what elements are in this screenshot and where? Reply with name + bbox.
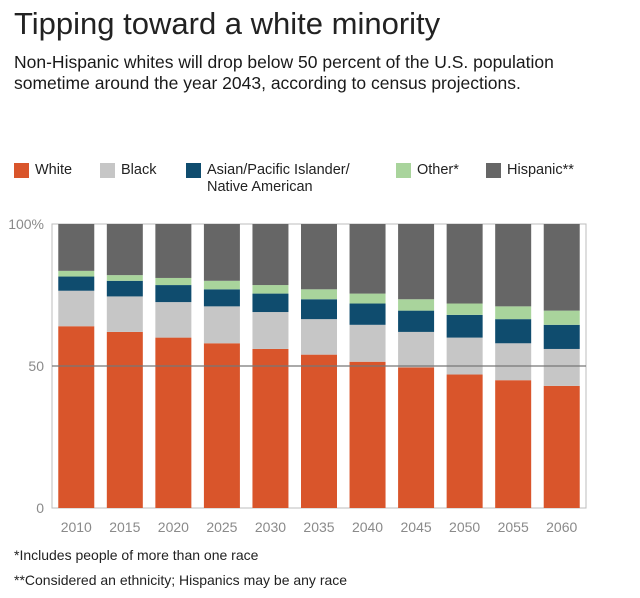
y-tick-label-50: 50 [28, 358, 44, 374]
bar-segment-white-2030 [252, 348, 289, 508]
bar-segment-hispanic-2025 [203, 224, 240, 281]
bar-segment-white-2035 [301, 354, 337, 508]
bar-segment-black-2060 [543, 348, 580, 386]
footnote-hispanic: **Considered an ethnicity; Hispanics may… [14, 572, 348, 588]
bar-segment-other-2060 [543, 310, 580, 325]
x-tick-label-2055: 2055 [498, 519, 529, 535]
bar-segment-hispanic-2055 [495, 224, 532, 307]
bar-segment-black-2050 [446, 337, 483, 375]
bar-segment-white-2055 [495, 380, 532, 508]
bar-segment-hispanic-2035 [301, 224, 337, 290]
x-tick-label-2035: 2035 [303, 519, 334, 535]
x-tick-label-2045: 2045 [401, 519, 432, 535]
x-tick-label-2040: 2040 [352, 519, 383, 535]
y-tick-label-0: 0 [36, 500, 44, 516]
footnote-other: *Includes people of more than one race [14, 547, 259, 563]
bar-segment-asian-2060 [543, 324, 580, 349]
legend-label-asian: Asian/Pacific Islander/ Native American [207, 162, 350, 195]
bar-segment-asian-2025 [203, 289, 240, 307]
legend-label-white: White [35, 162, 73, 178]
stacked-bar-chart: 2010 2015 2020 2025 2030 2035 2040 2045 2050 2055… [8, 216, 587, 535]
bar-segment-hispanic-2030 [252, 224, 289, 286]
legend-item-black: Black [100, 162, 156, 179]
legend-label-black: Black [121, 162, 157, 178]
bar-segment-hispanic-2015 [106, 224, 143, 276]
x-tick-label-2030: 2030 [255, 519, 286, 535]
x-tick-label-2050: 2050 [449, 519, 480, 535]
bar-segment-other-2030 [252, 285, 289, 294]
legend-swatch-other [396, 163, 411, 178]
bar-segment-other-2055 [495, 306, 532, 320]
bar-segment-other-2015 [106, 275, 143, 281]
bar-segment-other-2035 [301, 289, 337, 300]
bar-segment-asian-2040 [349, 303, 386, 325]
bar-segment-hispanic-2050 [446, 224, 483, 304]
bar-segment-other-2045 [398, 299, 435, 311]
x-tick-label-2060: 2060 [546, 519, 577, 535]
bar-segment-black-2040 [349, 324, 386, 362]
bar-segment-other-2020 [155, 277, 192, 286]
x-tick-label-2025: 2025 [206, 519, 237, 535]
x-tick-label-2015: 2015 [109, 519, 140, 535]
bar-segment-white-2050 [446, 374, 483, 508]
bar-segment-asian-2030 [252, 293, 289, 313]
legend: White Black Asian/Pacific Islander/ Nati… [14, 162, 634, 202]
bar-segment-asian-2015 [106, 280, 143, 297]
bar-segment-hispanic-2010 [58, 224, 95, 271]
legend-swatch-black [100, 163, 115, 178]
bar-segment-black-2010 [58, 290, 95, 327]
bar-segment-white-2040 [349, 361, 386, 508]
bar-segment-hispanic-2045 [398, 224, 435, 300]
bar-segment-white-2060 [543, 385, 580, 508]
bar-segment-other-2050 [446, 303, 483, 315]
legend-swatch-hispanic [486, 163, 501, 178]
bar-segment-other-2010 [58, 270, 95, 277]
bar-segment-white-2020 [155, 337, 192, 508]
bar-segment-asian-2020 [155, 285, 192, 303]
bar-segment-white-2015 [106, 331, 143, 508]
legend-item-other: Other* [396, 162, 459, 179]
bar-segment-asian-2045 [398, 310, 435, 332]
bar-segment-white-2045 [398, 367, 435, 508]
legend-item-hispanic: Hispanic** [486, 162, 574, 179]
chart-title: Tipping toward a white minority [14, 6, 441, 41]
bar-segment-black-2035 [301, 319, 337, 355]
legend-label-other: Other* [417, 162, 459, 178]
bar-segment-black-2015 [106, 296, 143, 332]
legend-item-asian: Asian/Pacific Islander/ Native American [186, 162, 350, 196]
chart-subtitle: Non-Hispanic whites will drop below 50 p… [14, 52, 554, 93]
bar-segment-hispanic-2060 [543, 224, 580, 311]
legend-swatch-asian [186, 163, 201, 178]
legend-label-hispanic: Hispanic** [507, 162, 574, 178]
bar-segment-black-2045 [398, 331, 435, 368]
bar-segment-black-2020 [155, 302, 192, 338]
legend-swatch-white [14, 163, 29, 178]
bar-segment-black-2030 [252, 312, 289, 349]
bar-segment-asian-2050 [446, 314, 483, 338]
bar-segment-other-2025 [203, 280, 240, 290]
bar-segment-asian-2010 [58, 276, 95, 291]
legend-item-white: White [14, 162, 72, 179]
x-tick-label-2020: 2020 [158, 519, 189, 535]
bar-segment-black-2055 [495, 343, 532, 381]
bar-segment-white-2010 [58, 326, 95, 508]
y-tick-label-100: 100% [8, 216, 44, 232]
bar-segment-asian-2055 [495, 319, 532, 344]
bar-segment-hispanic-2020 [155, 224, 192, 278]
bar-segment-asian-2035 [301, 299, 337, 320]
bar-segment-other-2040 [349, 293, 386, 304]
bar-segment-white-2025 [203, 343, 240, 508]
bar-segment-hispanic-2040 [349, 224, 386, 294]
bar-segment-black-2025 [203, 306, 240, 344]
x-tick-label-2010: 2010 [61, 519, 92, 535]
